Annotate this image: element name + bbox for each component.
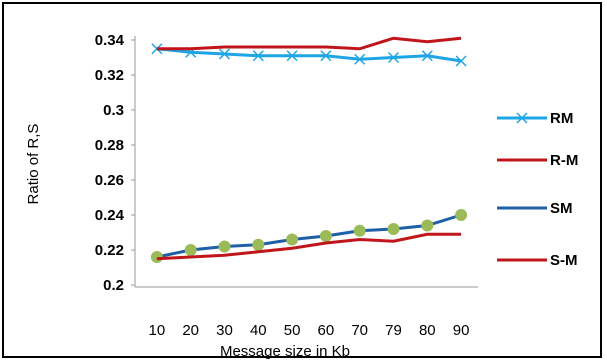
- legend-label: RM: [550, 110, 573, 127]
- x-tick-label: 50: [284, 322, 301, 339]
- y-tick-label: 0.26: [95, 172, 124, 189]
- legend-label: S-M: [550, 252, 578, 269]
- y-tick-label: 0.32: [95, 67, 124, 84]
- data-point-rm: [286, 50, 298, 62]
- series-line-rm: [156, 47, 462, 63]
- y-tick-label: 0.3: [103, 102, 124, 119]
- data-point-sm: [387, 223, 400, 235]
- legend-item-sm: SM: [497, 200, 573, 217]
- data-point-sm: [319, 230, 332, 242]
- data-point-sm: [286, 233, 299, 246]
- series-line-s-m: [156, 232, 462, 261]
- legend-item-r-m: R-M: [497, 152, 578, 169]
- x-tick-label: 20: [182, 322, 199, 339]
- chart-frame: [2, 2, 602, 358]
- legend-item-rm: RM: [497, 110, 573, 127]
- y-tick-label: 0.28: [95, 137, 124, 154]
- x-tick-label: 70: [351, 322, 368, 339]
- data-point-sm: [150, 251, 163, 263]
- legend-label: R-M: [550, 152, 578, 169]
- series-line-r-m: [156, 36, 462, 51]
- data-point-sm: [455, 209, 468, 221]
- y-tick-label: 0.2: [103, 277, 124, 294]
- x-axis-title: Message size in Kb: [220, 343, 350, 360]
- x-tick-label: 30: [216, 322, 233, 339]
- data-point-rm: [218, 48, 231, 60]
- data-point-sm: [353, 224, 366, 237]
- x-tick-label: 79: [385, 322, 402, 339]
- y-tick-label: 0.34: [95, 32, 125, 49]
- x-tick-label: 90: [453, 322, 470, 339]
- data-point-rm: [455, 55, 467, 67]
- data-point-sm: [252, 238, 265, 251]
- data-point-sm: [421, 219, 434, 232]
- data-point-sm: [218, 240, 231, 253]
- x-tick-label: 40: [250, 322, 267, 339]
- y-axis-title: Ratio of R,S: [25, 124, 42, 205]
- y-tick-label: 0.24: [95, 207, 125, 224]
- data-point-sm: [184, 244, 197, 256]
- data-point-rm: [421, 50, 433, 62]
- legend-label: SM: [550, 200, 573, 217]
- x-tick-label: 60: [318, 322, 335, 339]
- data-point-rm: [252, 50, 264, 62]
- x-tick-label: 10: [149, 322, 166, 339]
- data-point-rm: [387, 51, 400, 64]
- y-tick-label: 0.22: [95, 242, 124, 259]
- series-line-sm: [156, 213, 462, 259]
- data-point-rm: [320, 50, 332, 62]
- x-tick-label: 80: [419, 322, 436, 339]
- data-point-rm: [354, 53, 366, 65]
- legend-item-s-m: S-M: [497, 252, 578, 269]
